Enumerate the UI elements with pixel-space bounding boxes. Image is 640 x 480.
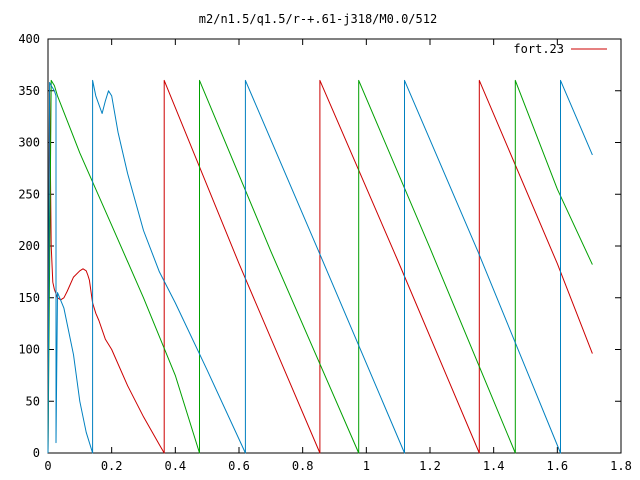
y-tick-label: 250 [18,187,40,201]
y-tick-label: 200 [18,239,40,253]
x-tick-label: 1.4 [483,459,505,473]
x-tick-label: 0 [44,459,51,473]
x-tick-label: 1.6 [546,459,568,473]
x-tick-label: 1.2 [419,459,441,473]
y-tick-label: 0 [33,446,40,460]
series-group [47,79,593,454]
x-tick-label: 0.6 [228,459,250,473]
plot-area: 0 0.2 0.4 0.6 0.8 1 1.2 1.4 1.6 1.8 0 50 100 150 200 25… [18,32,632,473]
x-tick-label: 0.4 [164,459,186,473]
chart-title: m2/n1.5/q1.5/r-+.61-j318/M0.0/512 [199,12,437,26]
y-tick-label: 400 [18,32,40,46]
series-line-1 [47,79,593,454]
series-line-2 [47,79,593,454]
axis-tick-labels: 0 0.2 0.4 0.6 0.8 1 1.2 1.4 1.6 1.8 0 50 100 150 200 25… [18,32,632,473]
x-tick-label: 0.2 [101,459,123,473]
x-tick-label: 1.8 [610,459,632,473]
y-tick-label: 50 [26,394,40,408]
y-tick-label: 300 [18,136,40,150]
y-tick-label: 100 [18,343,40,357]
series-line-0 [47,79,593,454]
y-tick-label: 350 [18,84,40,98]
x-tick-label: 0.8 [292,459,314,473]
x-tick-label: 1 [363,459,370,473]
y-tick-label: 150 [18,291,40,305]
legend-label: fort.23 [513,42,564,56]
axis-ticks [47,38,622,454]
legend: fort.23 [513,42,607,56]
